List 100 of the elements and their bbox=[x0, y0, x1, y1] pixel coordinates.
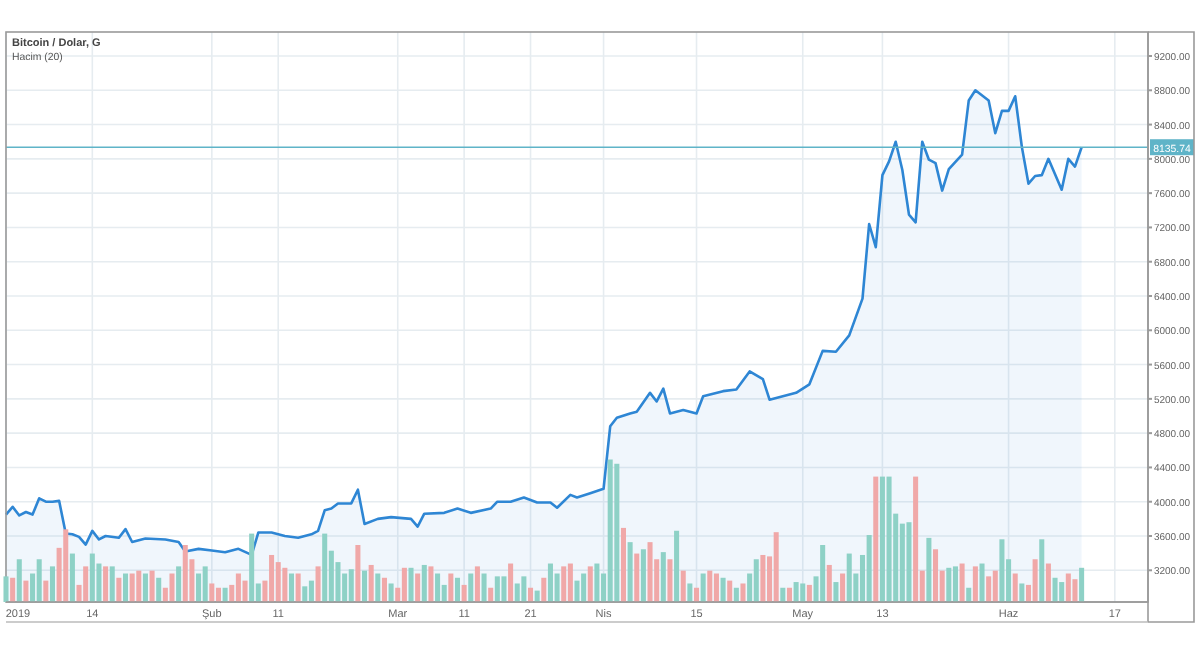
bar bbox=[667, 559, 673, 602]
bar bbox=[508, 563, 514, 602]
bar bbox=[806, 584, 812, 602]
bar bbox=[574, 580, 580, 602]
bar bbox=[109, 566, 115, 602]
bar bbox=[687, 583, 693, 602]
bar bbox=[501, 576, 507, 602]
bar bbox=[528, 587, 534, 602]
bar bbox=[886, 476, 892, 602]
bar bbox=[302, 586, 308, 602]
bar bbox=[773, 532, 779, 602]
bar bbox=[315, 566, 321, 602]
bar bbox=[415, 573, 421, 602]
bar bbox=[269, 554, 275, 602]
bar bbox=[926, 537, 932, 602]
bar bbox=[169, 573, 175, 602]
bar bbox=[700, 573, 706, 602]
bar bbox=[780, 587, 786, 602]
bar bbox=[1052, 577, 1058, 602]
bar bbox=[494, 576, 500, 602]
bar bbox=[999, 539, 1005, 602]
bar bbox=[607, 459, 613, 602]
bar bbox=[786, 587, 792, 602]
bar bbox=[209, 583, 215, 602]
bar bbox=[1045, 563, 1051, 602]
bar bbox=[288, 573, 295, 602]
bar bbox=[713, 573, 719, 602]
bar bbox=[879, 476, 885, 602]
bar bbox=[202, 566, 208, 602]
bar bbox=[362, 570, 368, 602]
bar bbox=[63, 529, 69, 602]
bar bbox=[103, 566, 109, 602]
bar bbox=[680, 570, 686, 602]
bar bbox=[594, 563, 600, 602]
bar bbox=[614, 463, 620, 602]
bar bbox=[275, 562, 281, 602]
bar bbox=[740, 583, 746, 602]
bar bbox=[547, 563, 553, 602]
bar bbox=[946, 567, 952, 602]
bar bbox=[541, 577, 547, 602]
bar bbox=[156, 577, 162, 602]
bar bbox=[640, 549, 646, 602]
bar bbox=[693, 587, 700, 602]
bar bbox=[800, 583, 806, 602]
bar bbox=[136, 570, 142, 602]
bar bbox=[952, 566, 958, 602]
bar bbox=[966, 587, 972, 602]
bar bbox=[760, 554, 766, 602]
bar bbox=[388, 583, 394, 602]
bar bbox=[986, 576, 992, 602]
bar bbox=[23, 580, 29, 602]
bar bbox=[69, 553, 75, 602]
bar bbox=[401, 567, 407, 602]
bar bbox=[561, 566, 567, 602]
bar bbox=[720, 577, 726, 602]
bar bbox=[840, 573, 846, 602]
bar bbox=[1032, 559, 1038, 602]
bar bbox=[308, 580, 314, 602]
bar bbox=[707, 570, 713, 602]
bar bbox=[242, 580, 248, 602]
bar bbox=[116, 577, 122, 602]
bar bbox=[322, 533, 328, 602]
bar bbox=[282, 567, 288, 602]
bar bbox=[355, 545, 361, 602]
bar bbox=[627, 542, 633, 602]
bar bbox=[435, 573, 441, 602]
bar bbox=[913, 476, 919, 602]
bar bbox=[587, 566, 593, 602]
bar bbox=[235, 573, 241, 602]
bar bbox=[381, 577, 387, 602]
bar bbox=[567, 563, 573, 602]
bar bbox=[793, 582, 799, 602]
bar bbox=[660, 552, 666, 602]
bar bbox=[1079, 567, 1085, 602]
bar bbox=[1012, 573, 1018, 602]
bar bbox=[368, 564, 374, 602]
bar bbox=[481, 573, 487, 602]
bar bbox=[461, 584, 467, 602]
bar bbox=[992, 570, 998, 602]
bar bbox=[474, 566, 480, 602]
bar bbox=[10, 577, 16, 602]
bar bbox=[634, 553, 640, 602]
bar bbox=[89, 553, 95, 602]
bar bbox=[866, 535, 872, 602]
bar bbox=[375, 573, 381, 602]
bar bbox=[979, 563, 985, 602]
bar bbox=[514, 583, 520, 602]
bar bbox=[176, 566, 182, 602]
bar bbox=[43, 580, 49, 602]
bar bbox=[16, 559, 22, 602]
bar bbox=[933, 549, 939, 602]
bar bbox=[348, 569, 354, 602]
bar bbox=[521, 576, 527, 602]
bar bbox=[1019, 583, 1025, 602]
bar bbox=[222, 587, 228, 602]
bar bbox=[428, 566, 434, 602]
bar bbox=[408, 567, 414, 602]
bar bbox=[448, 573, 454, 602]
bar bbox=[906, 522, 912, 602]
bar bbox=[249, 533, 255, 602]
